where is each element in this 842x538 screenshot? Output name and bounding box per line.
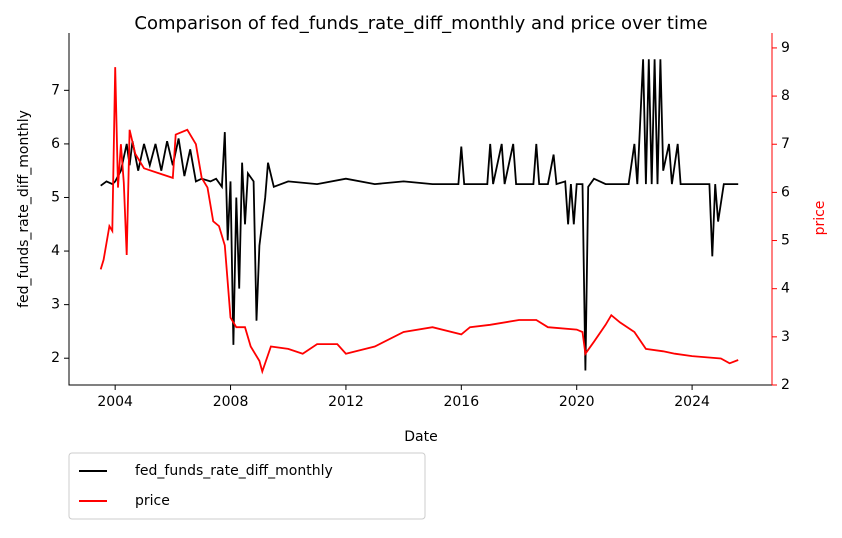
x-tick-label: 2020 bbox=[559, 394, 595, 410]
x-axis-label: Date bbox=[404, 429, 437, 445]
y-tick-label: 3 bbox=[51, 297, 60, 313]
x-tick-label: 2016 bbox=[443, 394, 479, 410]
y2-tick-label: 2 bbox=[781, 377, 790, 393]
x-tick-label: 2008 bbox=[213, 394, 249, 410]
y2-tick-label: 9 bbox=[781, 40, 790, 56]
x-tick-label: 2024 bbox=[674, 394, 710, 410]
y2-tick-label: 6 bbox=[781, 184, 790, 200]
x-tick-label: 2012 bbox=[328, 394, 364, 410]
y2-tick-label: 4 bbox=[781, 281, 790, 297]
axes-frame bbox=[68, 33, 772, 386]
chart-title: Comparison of fed_funds_rate_diff_monthl… bbox=[134, 13, 707, 34]
x-tick-label: 2004 bbox=[97, 394, 133, 410]
y2-tick-label: 8 bbox=[781, 88, 790, 104]
data-line bbox=[99, 67, 739, 375]
y-tick-label: 7 bbox=[51, 82, 60, 98]
y2-tick-label: 5 bbox=[781, 233, 790, 249]
legend-label: fed_funds_rate_diff_monthly bbox=[135, 463, 333, 479]
y-tick-label: 4 bbox=[51, 243, 60, 259]
y2-tick-label: 7 bbox=[781, 136, 790, 152]
legend-box bbox=[68, 452, 426, 520]
legend-label: price bbox=[135, 493, 170, 509]
data-line bbox=[100, 59, 739, 371]
y2-tick-label: 3 bbox=[781, 329, 790, 345]
y-tick-label: 6 bbox=[51, 136, 60, 152]
y-tick-label: 5 bbox=[51, 189, 60, 205]
y2-axis-label: price bbox=[812, 201, 828, 236]
y-tick-label: 2 bbox=[51, 350, 60, 366]
y-axis-label: fed_funds_rate_diff_monthly bbox=[16, 110, 32, 308]
